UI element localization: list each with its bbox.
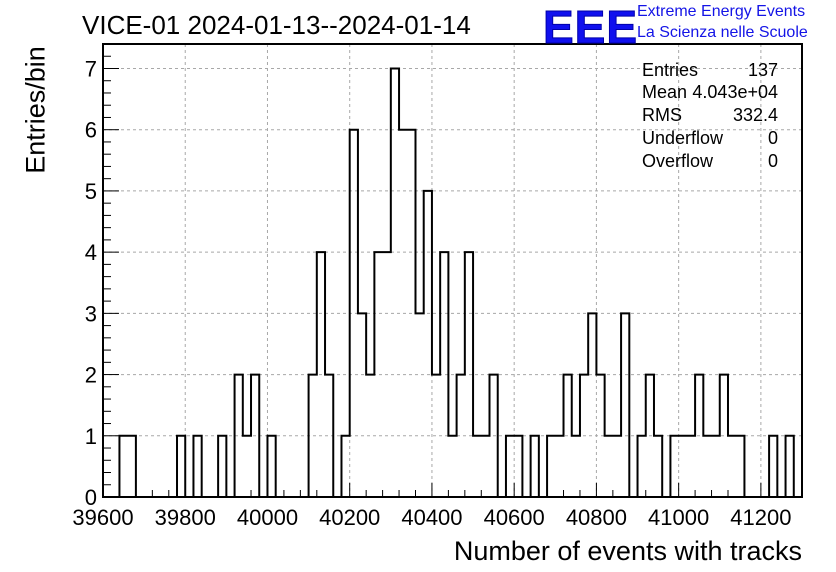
grid-lines [102, 44, 802, 498]
y-axis-ticks: 0 1 2 3 4 5 6 7 [85, 43, 119, 510]
x-tick-label: 40600 [484, 505, 545, 530]
plot-frame [102, 43, 803, 498]
stat-overflow-value: 0 [767, 151, 778, 171]
x-axis-label: Number of events with tracks [453, 536, 802, 566]
stat-rms-value: 332.4 [732, 105, 778, 125]
y-tick-label: 2 [85, 363, 97, 388]
y-tick-label: 0 [85, 485, 97, 510]
logo-line-2: La Scienza nelle Scuole [637, 24, 808, 41]
x-tick-label: 39600 [72, 505, 133, 530]
y-tick-label: 6 [85, 118, 97, 143]
x-tick-label: 41200 [730, 505, 791, 530]
x-axis-ticks: 39600 39800 40000 40200 40400 40600 40800 41000… [72, 483, 795, 530]
stat-entries-label: Entries [642, 60, 699, 80]
y-tick-label: 4 [85, 240, 97, 265]
stat-underflow-label: Underflow [642, 128, 724, 148]
y-tick-label: 5 [85, 179, 97, 204]
eee-logo: EEE [542, 1, 639, 54]
x-tick-label: 40800 [566, 505, 627, 530]
stat-overflow-label: Overflow [642, 151, 714, 171]
logo-line-1: Extreme Energy Events [637, 3, 806, 20]
x-tick-label: 41000 [648, 505, 709, 530]
x-tick-label: 40000 [237, 505, 298, 530]
x-tick-label: 40400 [401, 505, 462, 530]
y-tick-label: 7 [85, 56, 97, 81]
x-tick-label: 39800 [155, 505, 216, 530]
chart-title: VICE-01 2024-01-13--2024-01-14 [82, 10, 471, 40]
stat-mean-value: 4.043e+04 [692, 82, 778, 102]
y-tick-label: 3 [85, 301, 97, 326]
stat-entries-value: 137 [747, 60, 778, 80]
x-tick-label: 40200 [319, 505, 380, 530]
histogram-line [103, 67, 802, 498]
y-tick-label: 1 [85, 424, 97, 449]
stat-rms-label: RMS [642, 105, 682, 125]
stat-mean-label: Mean [642, 82, 688, 102]
stat-underflow-value: 0 [767, 128, 778, 148]
y-axis-label: Entries/bin [20, 46, 51, 174]
